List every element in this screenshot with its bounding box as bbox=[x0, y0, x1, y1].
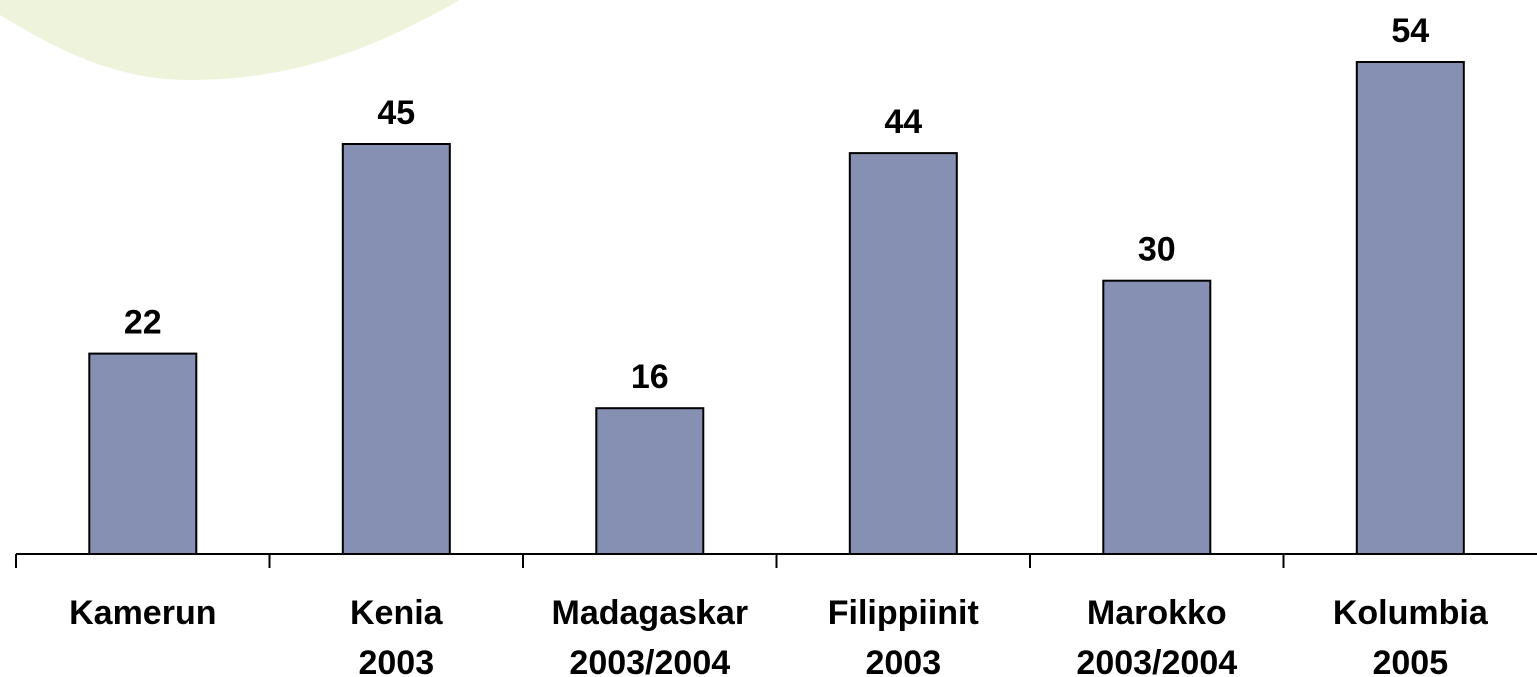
category-label-3: Madagaskar 2003/2004 bbox=[552, 594, 749, 677]
bar-6 bbox=[1355, 61, 1465, 555]
value-labels-layer: 22 45 16 44 30 54 bbox=[124, 12, 1429, 396]
bar-2 bbox=[341, 143, 451, 555]
category-label-line: Marokko bbox=[1087, 594, 1227, 632]
category-label-line: Kamerun bbox=[69, 594, 216, 632]
decorative-green-swoosh bbox=[0, 0, 460, 80]
data-label-2: 45 bbox=[377, 94, 415, 132]
category-label-line: 2003/2004 bbox=[569, 644, 730, 677]
category-label-line: Kolumbia bbox=[1333, 594, 1489, 632]
x-axis bbox=[15, 553, 1537, 568]
data-label-6: 54 bbox=[1391, 12, 1429, 50]
category-label-line: 2005 bbox=[1372, 644, 1448, 677]
category-label-line: Filippiinit bbox=[828, 594, 979, 632]
category-label-2: Kenia 2003 bbox=[350, 594, 444, 677]
category-labels-layer: Kamerun Kenia 2003 Madagaskar 2003/2004 Filip… bbox=[69, 594, 1489, 677]
category-label-line: Madagaskar bbox=[552, 594, 749, 632]
category-label-line: 2003 bbox=[865, 644, 941, 677]
data-label-5: 30 bbox=[1138, 231, 1176, 269]
bar-1 bbox=[88, 352, 198, 555]
bar-5 bbox=[1102, 279, 1212, 555]
category-label-4: Filippiinit 2003 bbox=[828, 594, 979, 677]
category-label-5: Marokko 2003/2004 bbox=[1076, 594, 1237, 677]
category-label-line: 2003/2004 bbox=[1076, 644, 1237, 677]
data-label-3: 16 bbox=[631, 358, 669, 396]
category-label-line: 2003 bbox=[358, 644, 434, 677]
category-label-1: Kamerun bbox=[69, 594, 216, 632]
category-label-6: Kolumbia 2005 bbox=[1333, 594, 1489, 677]
bar-3 bbox=[595, 407, 705, 556]
category-label-line: Kenia bbox=[350, 594, 444, 632]
data-label-4: 44 bbox=[884, 103, 922, 141]
bars-layer bbox=[88, 61, 1465, 556]
bar-4 bbox=[848, 152, 958, 555]
data-label-1: 22 bbox=[124, 304, 162, 342]
